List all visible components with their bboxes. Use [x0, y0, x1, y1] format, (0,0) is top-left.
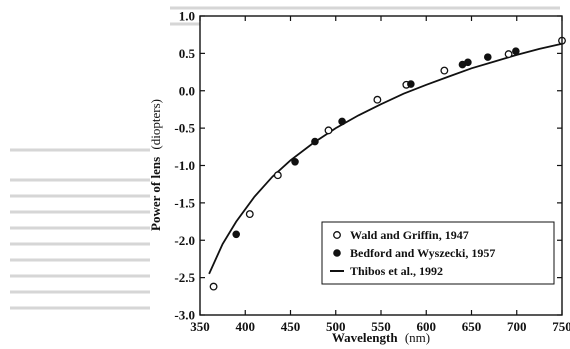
- y-axis-label-unit: (diopters): [148, 99, 163, 150]
- y-tick-label: -2.5: [174, 270, 195, 285]
- data-point-open: [273, 171, 282, 180]
- x-tick-label: 450: [281, 319, 301, 334]
- legend-label-thibos: Thibos et al., 1992: [350, 264, 443, 278]
- x-tick-label: 700: [507, 319, 527, 334]
- data-point-filled: [338, 117, 346, 126]
- legend-box: [321, 221, 555, 285]
- legend-marker-open-circle: [333, 231, 341, 239]
- data-point-open: [373, 95, 382, 104]
- series-line-thibos: [208, 42, 563, 275]
- x-tick-label: 350: [190, 319, 210, 334]
- x-axis-label: Wavelength (nm): [332, 330, 430, 345]
- data-point-filled: [291, 157, 299, 166]
- x-tick-label: 550: [371, 319, 391, 334]
- data-point-filled: [464, 58, 472, 67]
- x-tick-label: 750: [552, 319, 570, 334]
- x-axis-label-text: Wavelength: [332, 330, 398, 345]
- data-point-filled: [483, 53, 492, 61]
- y-axis-ticks: 1.0 0.5 0.0 -0.5 -1.0 -1.5 -2.0 -2.5 -3.0: [174, 9, 562, 323]
- y-axis-label-text: Power of lens: [148, 157, 163, 231]
- x-axis-label-unit: (nm): [405, 330, 430, 345]
- data-point-filled: [512, 47, 520, 55]
- legend-marker-filled-circle: [333, 249, 341, 257]
- data-point-filled: [232, 230, 240, 239]
- data-point-open: [209, 282, 218, 291]
- legend-label-bedford-wyszecki: Bedford and Wyszecki, 1957: [350, 246, 495, 260]
- y-tick-label: -0.5: [174, 121, 195, 136]
- x-tick-label: 600: [417, 319, 437, 334]
- data-point-filled: [407, 80, 415, 88]
- data-point-open: [324, 126, 333, 135]
- y-tick-label: 0.5: [179, 46, 196, 61]
- plot-frame: [199, 15, 563, 316]
- y-tick-label: -2.0: [174, 233, 195, 248]
- y-axis-label: Power of lens (diopters): [148, 99, 163, 231]
- data-point-open: [245, 210, 254, 219]
- x-tick-label: 400: [236, 319, 256, 334]
- y-tick-label: 0.0: [179, 83, 195, 98]
- data-series: [208, 36, 566, 291]
- data-point-open: [504, 50, 513, 59]
- y-tick-label: -1.0: [174, 158, 195, 173]
- data-point-open: [440, 66, 449, 75]
- x-tick-label: 500: [326, 319, 346, 334]
- legend-label-wald-griffin: Wald and Griffin, 1947: [350, 228, 469, 242]
- legend: Wald and Griffin, 1947 Bedford and Wysze…: [321, 221, 555, 285]
- data-point-filled: [311, 137, 319, 146]
- y-tick-label: 1.0: [179, 9, 195, 24]
- x-tick-label: 650: [462, 319, 482, 334]
- y-tick-label: -3.0: [174, 308, 195, 323]
- y-tick-label: -1.5: [174, 195, 195, 210]
